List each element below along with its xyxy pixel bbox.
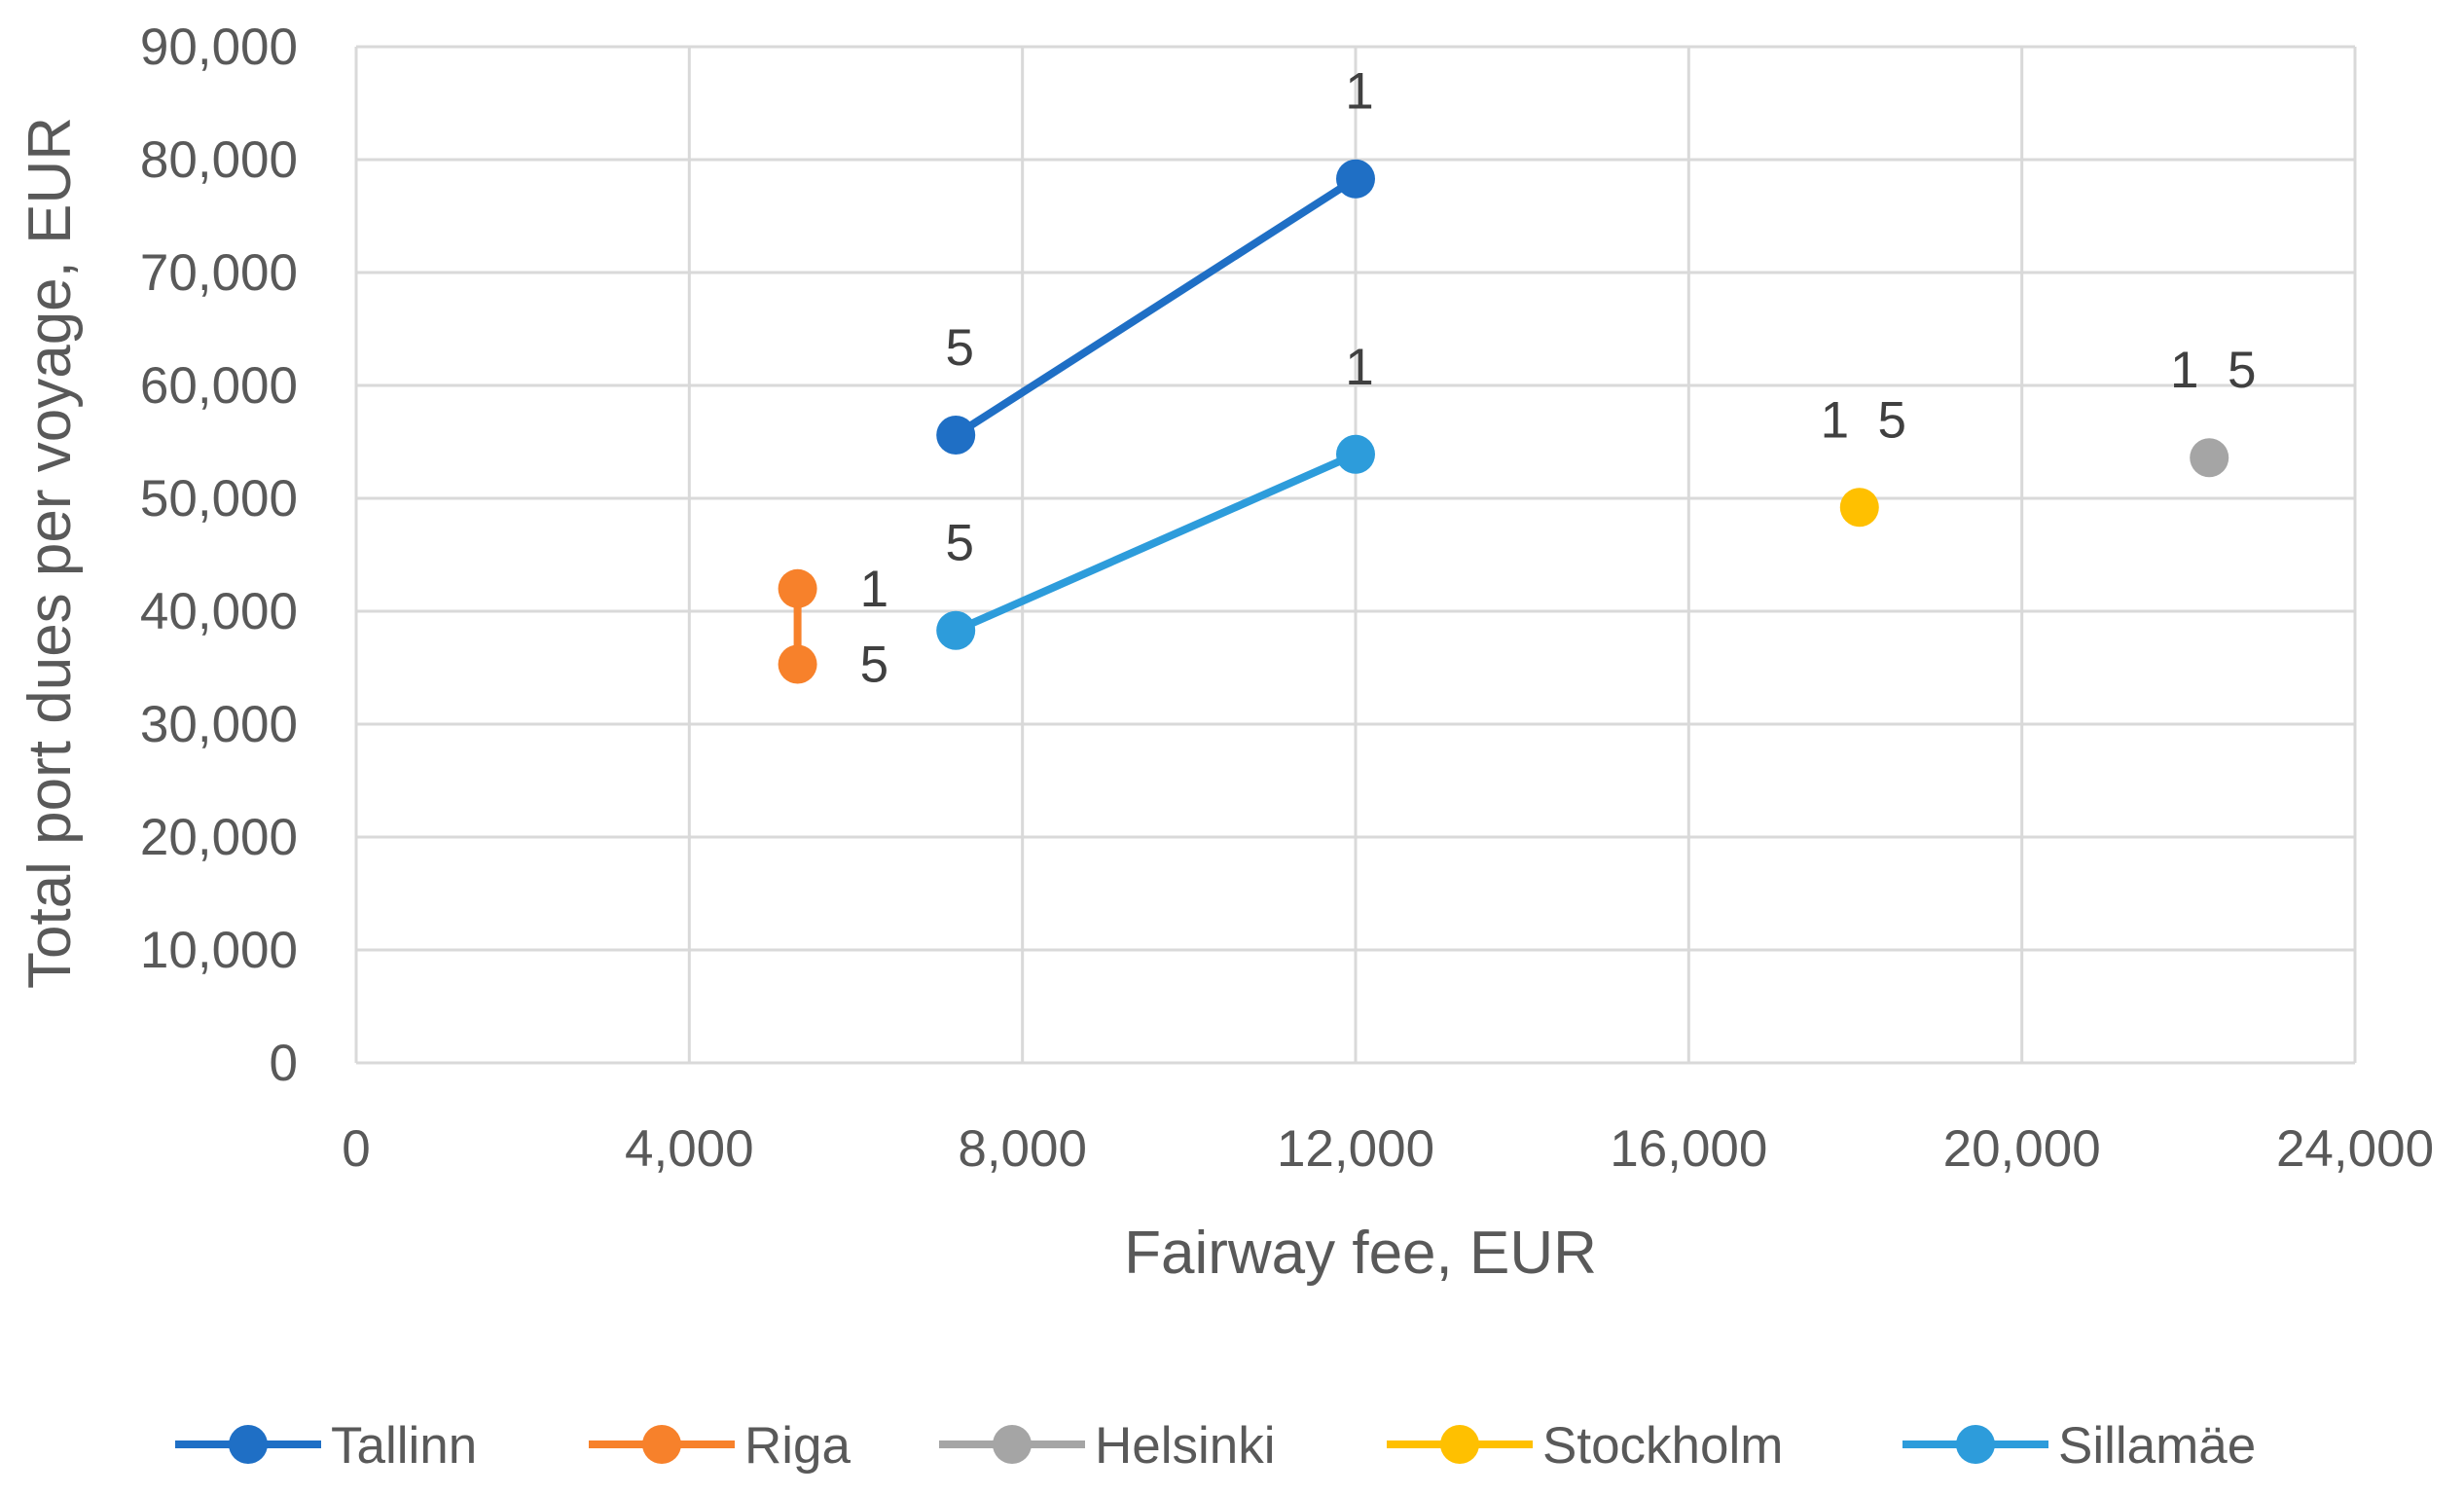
y-axis-ticks: 0 10,000 20,000 30,000 40,000 50,000 60,000 70,… (140, 18, 298, 1092)
y-tick-label: 50,000 (140, 470, 298, 528)
series-line (954, 451, 1358, 635)
legend-item: Helsinki (939, 1417, 1276, 1475)
y-tick-label: 60,000 (140, 357, 298, 415)
data-label: 5 (945, 319, 973, 377)
data-label: 5 (945, 515, 973, 572)
y-axis-title: Total port dues per voyage, EUR (17, 117, 84, 989)
series-line (954, 175, 1359, 439)
legend: Tallinn Riga Helsinki Stockholm Sillamäe (175, 1417, 2256, 1475)
data-label: 1 (1345, 339, 1373, 396)
y-tick-label: 0 (270, 1035, 298, 1092)
data-label: 1 5 (1821, 391, 1906, 449)
legend-item: Tallinn (175, 1417, 477, 1475)
data-label: 1 (860, 561, 888, 618)
data-label: 1 5 (2170, 342, 2256, 399)
legend-marker (1440, 1425, 1479, 1464)
x-tick-label: 4,000 (625, 1120, 754, 1178)
data-point (1336, 159, 1375, 199)
legend-label: Helsinki (1095, 1417, 1276, 1475)
series-helsinki (2190, 438, 2229, 478)
y-tick-label: 80,000 (140, 131, 298, 189)
y-tick-label: 10,000 (140, 922, 298, 979)
legend-label: Stockholm (1542, 1417, 1783, 1475)
data-label: 1 (1345, 63, 1373, 121)
legend-item: Stockholm (1387, 1417, 1783, 1475)
data-point (1839, 488, 1879, 528)
x-tick-label: 12,000 (1277, 1120, 1434, 1178)
data-label: 5 (860, 637, 888, 694)
legend-label: Riga (744, 1417, 852, 1475)
data-point (936, 416, 976, 456)
x-tick-label: 24,000 (2276, 1120, 2434, 1178)
legend-marker (1956, 1425, 1995, 1464)
series-riga (778, 568, 817, 684)
legend-item: Sillamäe (1902, 1417, 2256, 1475)
series-tallinn (936, 159, 1375, 456)
y-tick-label: 40,000 (140, 583, 298, 640)
y-tick-label: 90,000 (140, 18, 298, 76)
x-tick-label: 8,000 (958, 1120, 1087, 1178)
legend-label: Tallinn (331, 1417, 477, 1475)
y-tick-label: 70,000 (140, 244, 298, 302)
gridlines (354, 45, 2357, 1065)
legend-label: Sillamäe (2058, 1417, 2256, 1475)
legend-marker (993, 1425, 1032, 1464)
legend-marker (642, 1425, 681, 1464)
data-series (778, 159, 2229, 684)
data-point (778, 644, 817, 684)
legend-marker (229, 1425, 268, 1464)
x-tick-label: 16,000 (1610, 1120, 1767, 1178)
legend-item: Riga (589, 1417, 852, 1475)
data-point (936, 610, 976, 650)
data-point (2190, 438, 2229, 478)
y-tick-label: 30,000 (140, 696, 298, 753)
x-axis-ticks: 0 4,000 8,000 12,000 16,000 20,000 24,000 (342, 1120, 2434, 1178)
x-tick-label: 20,000 (1943, 1120, 2101, 1178)
x-tick-label: 0 (342, 1120, 370, 1178)
x-axis-title: Fairway fee, EUR (1124, 1220, 1597, 1287)
data-point (778, 568, 817, 608)
series-stockholm (1839, 488, 1879, 528)
series-sillamäe (936, 434, 1375, 650)
data-point (1336, 434, 1375, 474)
y-tick-label: 20,000 (140, 809, 298, 866)
